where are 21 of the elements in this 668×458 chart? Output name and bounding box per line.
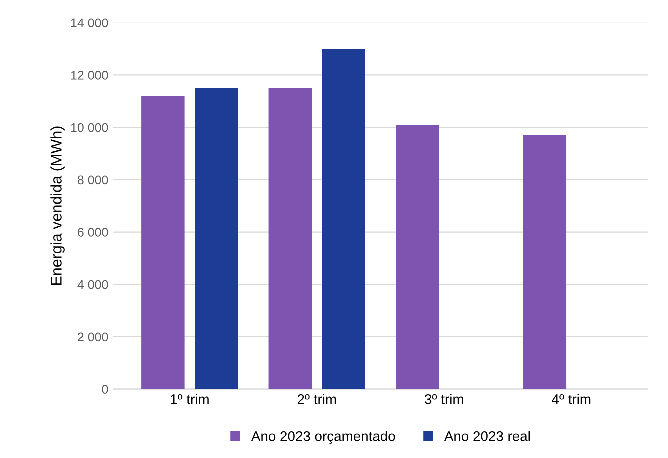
y-tick-label: 12 000 (71, 71, 108, 80)
y-tick-label: 8 000 (78, 176, 108, 185)
bar (142, 96, 185, 390)
y-tick-label: 10 000 (71, 123, 108, 132)
x-tick-label: 3º trim (425, 394, 464, 404)
bar (523, 135, 567, 390)
legend-label: Ano 2023 orçamentado (251, 431, 396, 444)
bar (396, 124, 440, 390)
x-tick-label: 4º trim (552, 394, 591, 404)
y-tick-label: 2 000 (78, 332, 108, 342)
y-tick-label: 0 (102, 385, 108, 394)
y-tick-label: 14 000 (71, 18, 108, 28)
bar (322, 49, 366, 390)
x-tick-label: 1º trim (171, 394, 209, 404)
bar (268, 88, 312, 390)
y-axis-title: Energia vendida (MWh) (50, 126, 65, 286)
y-tick-label: 4 000 (78, 280, 108, 290)
x-tick-label: 2º trim (298, 394, 336, 404)
bar (194, 88, 238, 390)
y-tick-label: 6 000 (78, 228, 108, 237)
legend-label: Ano 2023 real (444, 431, 530, 442)
